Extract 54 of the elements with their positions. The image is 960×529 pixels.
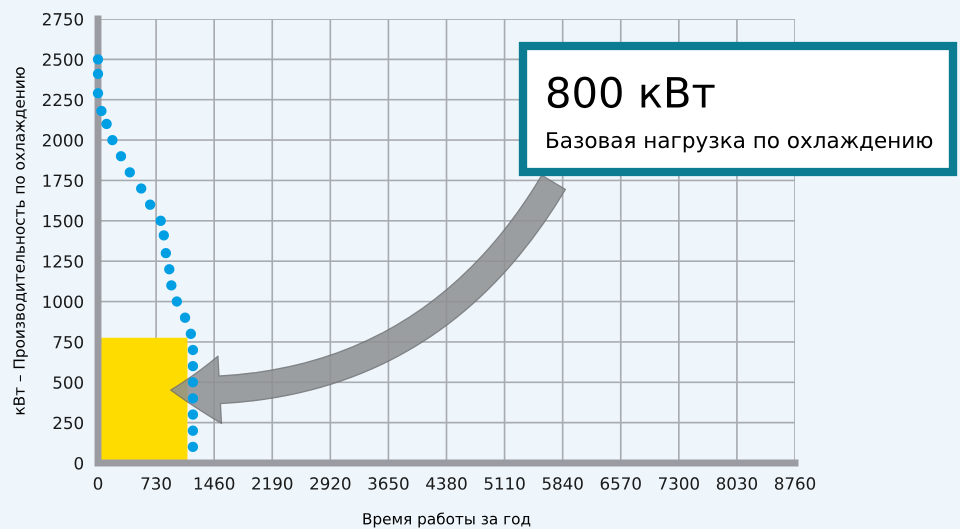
y-tick-label: 2750 <box>42 12 84 26</box>
point <box>92 88 104 98</box>
point <box>188 393 198 404</box>
x-tick-label: 7300 <box>658 477 699 490</box>
y-tick-label: 2000 <box>42 134 84 147</box>
point <box>164 264 174 274</box>
x-tick-label: 6570 <box>600 477 641 490</box>
y-tick-label: 2250 <box>42 94 84 106</box>
y-tick-label: 1500 <box>44 214 84 228</box>
point <box>124 167 135 178</box>
x-tick-label: 0 <box>94 477 102 490</box>
x-axis-title: Время работы за год <box>363 512 530 528</box>
annotation: 800 кВт <box>548 76 715 108</box>
point <box>188 344 198 356</box>
y-tick-label: 1250 <box>44 255 84 268</box>
x-tick-label: 5840 <box>542 477 583 490</box>
y-tick-label: 2500 <box>42 53 84 66</box>
point <box>160 248 172 258</box>
y-tick-label: 1000 <box>44 296 84 308</box>
point <box>188 409 198 420</box>
point <box>188 377 198 388</box>
point <box>101 118 112 130</box>
point <box>144 200 156 210</box>
point <box>92 54 104 65</box>
y-tick-label: 500 <box>54 376 84 389</box>
point <box>172 296 182 307</box>
y-tick-label: 250 <box>54 416 84 430</box>
x-tick-label: 5110 <box>484 477 525 490</box>
point <box>186 328 196 339</box>
point <box>180 312 190 323</box>
y-tick-label: 1750 <box>44 174 84 188</box>
point <box>188 426 198 436</box>
x-tick-label: 8030 <box>716 477 758 490</box>
point <box>188 360 198 372</box>
y-tick-label: 750 <box>54 336 84 348</box>
point <box>166 280 177 291</box>
point <box>136 183 146 194</box>
x-tick-label: 8760 <box>774 477 816 490</box>
point <box>92 68 104 80</box>
y-axis-title: кВт – Производительность по охлаждению <box>13 67 28 414</box>
x-tick-label: 2920 <box>310 477 350 490</box>
point <box>116 151 126 162</box>
point <box>107 134 118 146</box>
x-tick-label: 730 <box>142 477 171 490</box>
point <box>156 216 166 226</box>
y-tick-label: 0 <box>74 456 84 470</box>
x-tick-label: 3650 <box>368 477 409 490</box>
x-tick-label: 1460 <box>194 477 234 490</box>
point <box>158 230 169 240</box>
point <box>96 106 107 116</box>
x-tick-label: 2190 <box>252 477 292 490</box>
point <box>188 442 198 452</box>
x-tick-label: 4380 <box>426 477 467 490</box>
annotation: Базовая нагрузка по охлаждению <box>547 132 932 152</box>
